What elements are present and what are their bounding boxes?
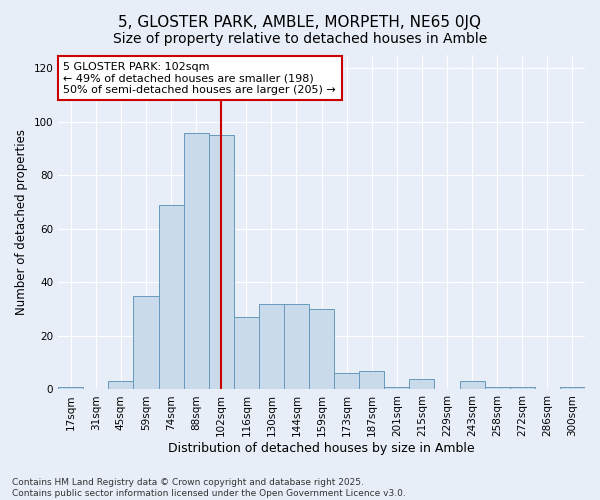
Bar: [184, 132, 209, 390]
Bar: [385, 387, 409, 390]
Bar: [259, 304, 284, 390]
Text: 5, GLOSTER PARK, AMBLE, MORPETH, NE65 0JQ: 5, GLOSTER PARK, AMBLE, MORPETH, NE65 0J…: [119, 15, 482, 30]
X-axis label: Distribution of detached houses by size in Amble: Distribution of detached houses by size …: [168, 442, 475, 455]
Text: Size of property relative to detached houses in Amble: Size of property relative to detached ho…: [113, 32, 487, 46]
Bar: [284, 304, 309, 390]
Bar: [209, 136, 234, 390]
Bar: [510, 387, 535, 390]
Bar: [133, 296, 158, 390]
Bar: [334, 374, 359, 390]
Bar: [460, 382, 485, 390]
Bar: [485, 387, 510, 390]
Bar: [309, 309, 334, 390]
Bar: [109, 382, 133, 390]
Bar: [409, 379, 434, 390]
Bar: [234, 317, 259, 390]
Bar: [158, 205, 184, 390]
Y-axis label: Number of detached properties: Number of detached properties: [15, 129, 28, 315]
Bar: [560, 387, 585, 390]
Text: Contains HM Land Registry data © Crown copyright and database right 2025.
Contai: Contains HM Land Registry data © Crown c…: [12, 478, 406, 498]
Text: 5 GLOSTER PARK: 102sqm
← 49% of detached houses are smaller (198)
50% of semi-de: 5 GLOSTER PARK: 102sqm ← 49% of detached…: [64, 62, 336, 95]
Bar: [359, 370, 385, 390]
Bar: [58, 387, 83, 390]
